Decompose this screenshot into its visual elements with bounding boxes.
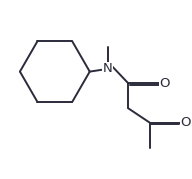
Text: O: O bbox=[180, 116, 191, 129]
Text: O: O bbox=[160, 77, 170, 90]
Text: N: N bbox=[103, 62, 113, 75]
